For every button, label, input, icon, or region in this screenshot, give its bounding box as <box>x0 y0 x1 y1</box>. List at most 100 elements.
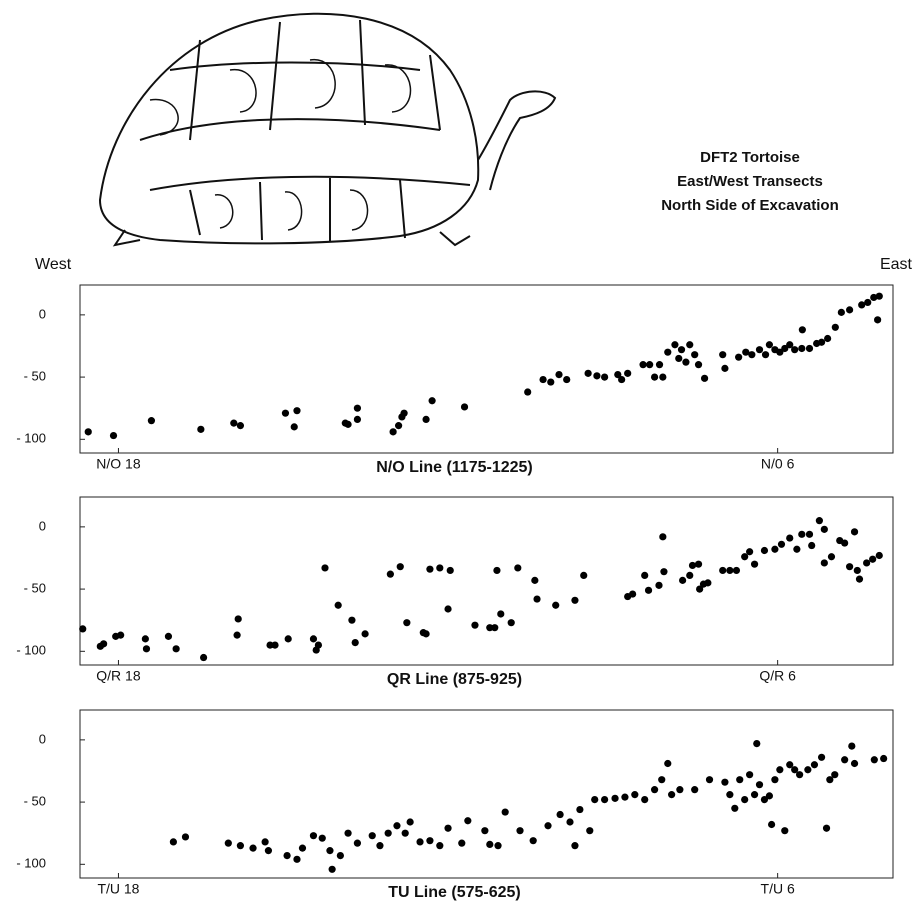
data-point <box>798 345 805 352</box>
data-point <box>402 830 409 837</box>
data-point <box>143 645 150 652</box>
data-point <box>731 805 738 812</box>
data-point <box>706 776 713 783</box>
data-point <box>863 559 870 566</box>
data-point <box>806 345 813 352</box>
data-point <box>668 791 675 798</box>
data-point <box>761 547 768 554</box>
data-point <box>701 375 708 382</box>
data-point <box>354 840 361 847</box>
data-point <box>786 534 793 541</box>
data-point <box>818 339 825 346</box>
data-point <box>403 619 410 626</box>
data-point <box>678 346 685 353</box>
data-point <box>458 840 465 847</box>
data-point <box>293 407 300 414</box>
data-point <box>397 563 404 570</box>
data-point <box>726 791 733 798</box>
data-point <box>719 351 726 358</box>
data-point <box>691 786 698 793</box>
data-point <box>494 842 501 849</box>
data-point <box>746 548 753 555</box>
title-line: North Side of Excavation <box>661 197 839 214</box>
data-point <box>871 756 878 763</box>
data-point <box>655 582 662 589</box>
data-point <box>234 632 241 639</box>
data-point <box>796 771 803 778</box>
data-point <box>646 361 653 368</box>
data-point <box>110 432 117 439</box>
data-point <box>659 373 666 380</box>
data-point <box>348 617 355 624</box>
data-point <box>282 410 289 417</box>
data-point <box>285 635 292 642</box>
data-point <box>641 796 648 803</box>
data-point <box>793 546 800 553</box>
data-point <box>422 416 429 423</box>
data-point <box>436 842 443 849</box>
data-point <box>695 361 702 368</box>
data-point <box>407 818 414 825</box>
plot-frame <box>80 497 893 665</box>
y-tick-label: 0 <box>39 731 46 746</box>
data-point <box>756 346 763 353</box>
y-tick-label: - 50 <box>24 794 46 809</box>
x-axis-label: QR Line (875-925) <box>387 671 522 688</box>
data-point <box>361 630 368 637</box>
data-point <box>262 838 269 845</box>
data-point <box>851 528 858 535</box>
data-point <box>416 838 423 845</box>
data-point <box>310 832 317 839</box>
east-label: East <box>880 256 913 273</box>
y-tick-label: - 50 <box>24 581 46 596</box>
data-point <box>310 635 317 642</box>
data-point <box>631 791 638 798</box>
data-point <box>283 852 290 859</box>
data-point <box>771 776 778 783</box>
data-point <box>629 590 636 597</box>
data-point <box>686 572 693 579</box>
data-point <box>235 615 242 622</box>
data-point <box>547 378 554 385</box>
data-point <box>736 776 743 783</box>
data-point <box>293 856 300 863</box>
data-point <box>664 760 671 767</box>
data-point <box>804 766 811 773</box>
data-point <box>832 324 839 331</box>
data-point <box>319 835 326 842</box>
x-tick-label: N/0 6 <box>761 456 795 472</box>
y-tick-label: - 50 <box>24 369 46 384</box>
data-point <box>502 808 509 815</box>
data-point <box>748 351 755 358</box>
title-line: East/West Transects <box>677 173 823 190</box>
data-point <box>471 622 478 629</box>
data-point <box>225 840 232 847</box>
data-point <box>751 791 758 798</box>
data-point <box>514 564 521 571</box>
data-point <box>818 754 825 761</box>
data-point <box>335 602 342 609</box>
data-point <box>491 624 498 631</box>
data-point <box>664 349 671 356</box>
data-point <box>444 825 451 832</box>
data-point <box>846 563 853 570</box>
data-point <box>344 830 351 837</box>
data-point <box>390 428 397 435</box>
data-point <box>533 595 540 602</box>
data-point <box>659 533 666 540</box>
data-point <box>563 376 570 383</box>
data-point <box>639 361 646 368</box>
data-point <box>344 421 351 428</box>
data-point <box>704 579 711 586</box>
data-point <box>766 341 773 348</box>
data-point <box>854 567 861 574</box>
data-point <box>571 597 578 604</box>
data-point <box>811 761 818 768</box>
data-point <box>799 326 806 333</box>
data-point <box>493 567 500 574</box>
data-point <box>387 571 394 578</box>
data-point <box>864 299 871 306</box>
data-point <box>838 309 845 316</box>
data-point <box>618 376 625 383</box>
x-tick-label: Q/R 18 <box>96 668 141 684</box>
